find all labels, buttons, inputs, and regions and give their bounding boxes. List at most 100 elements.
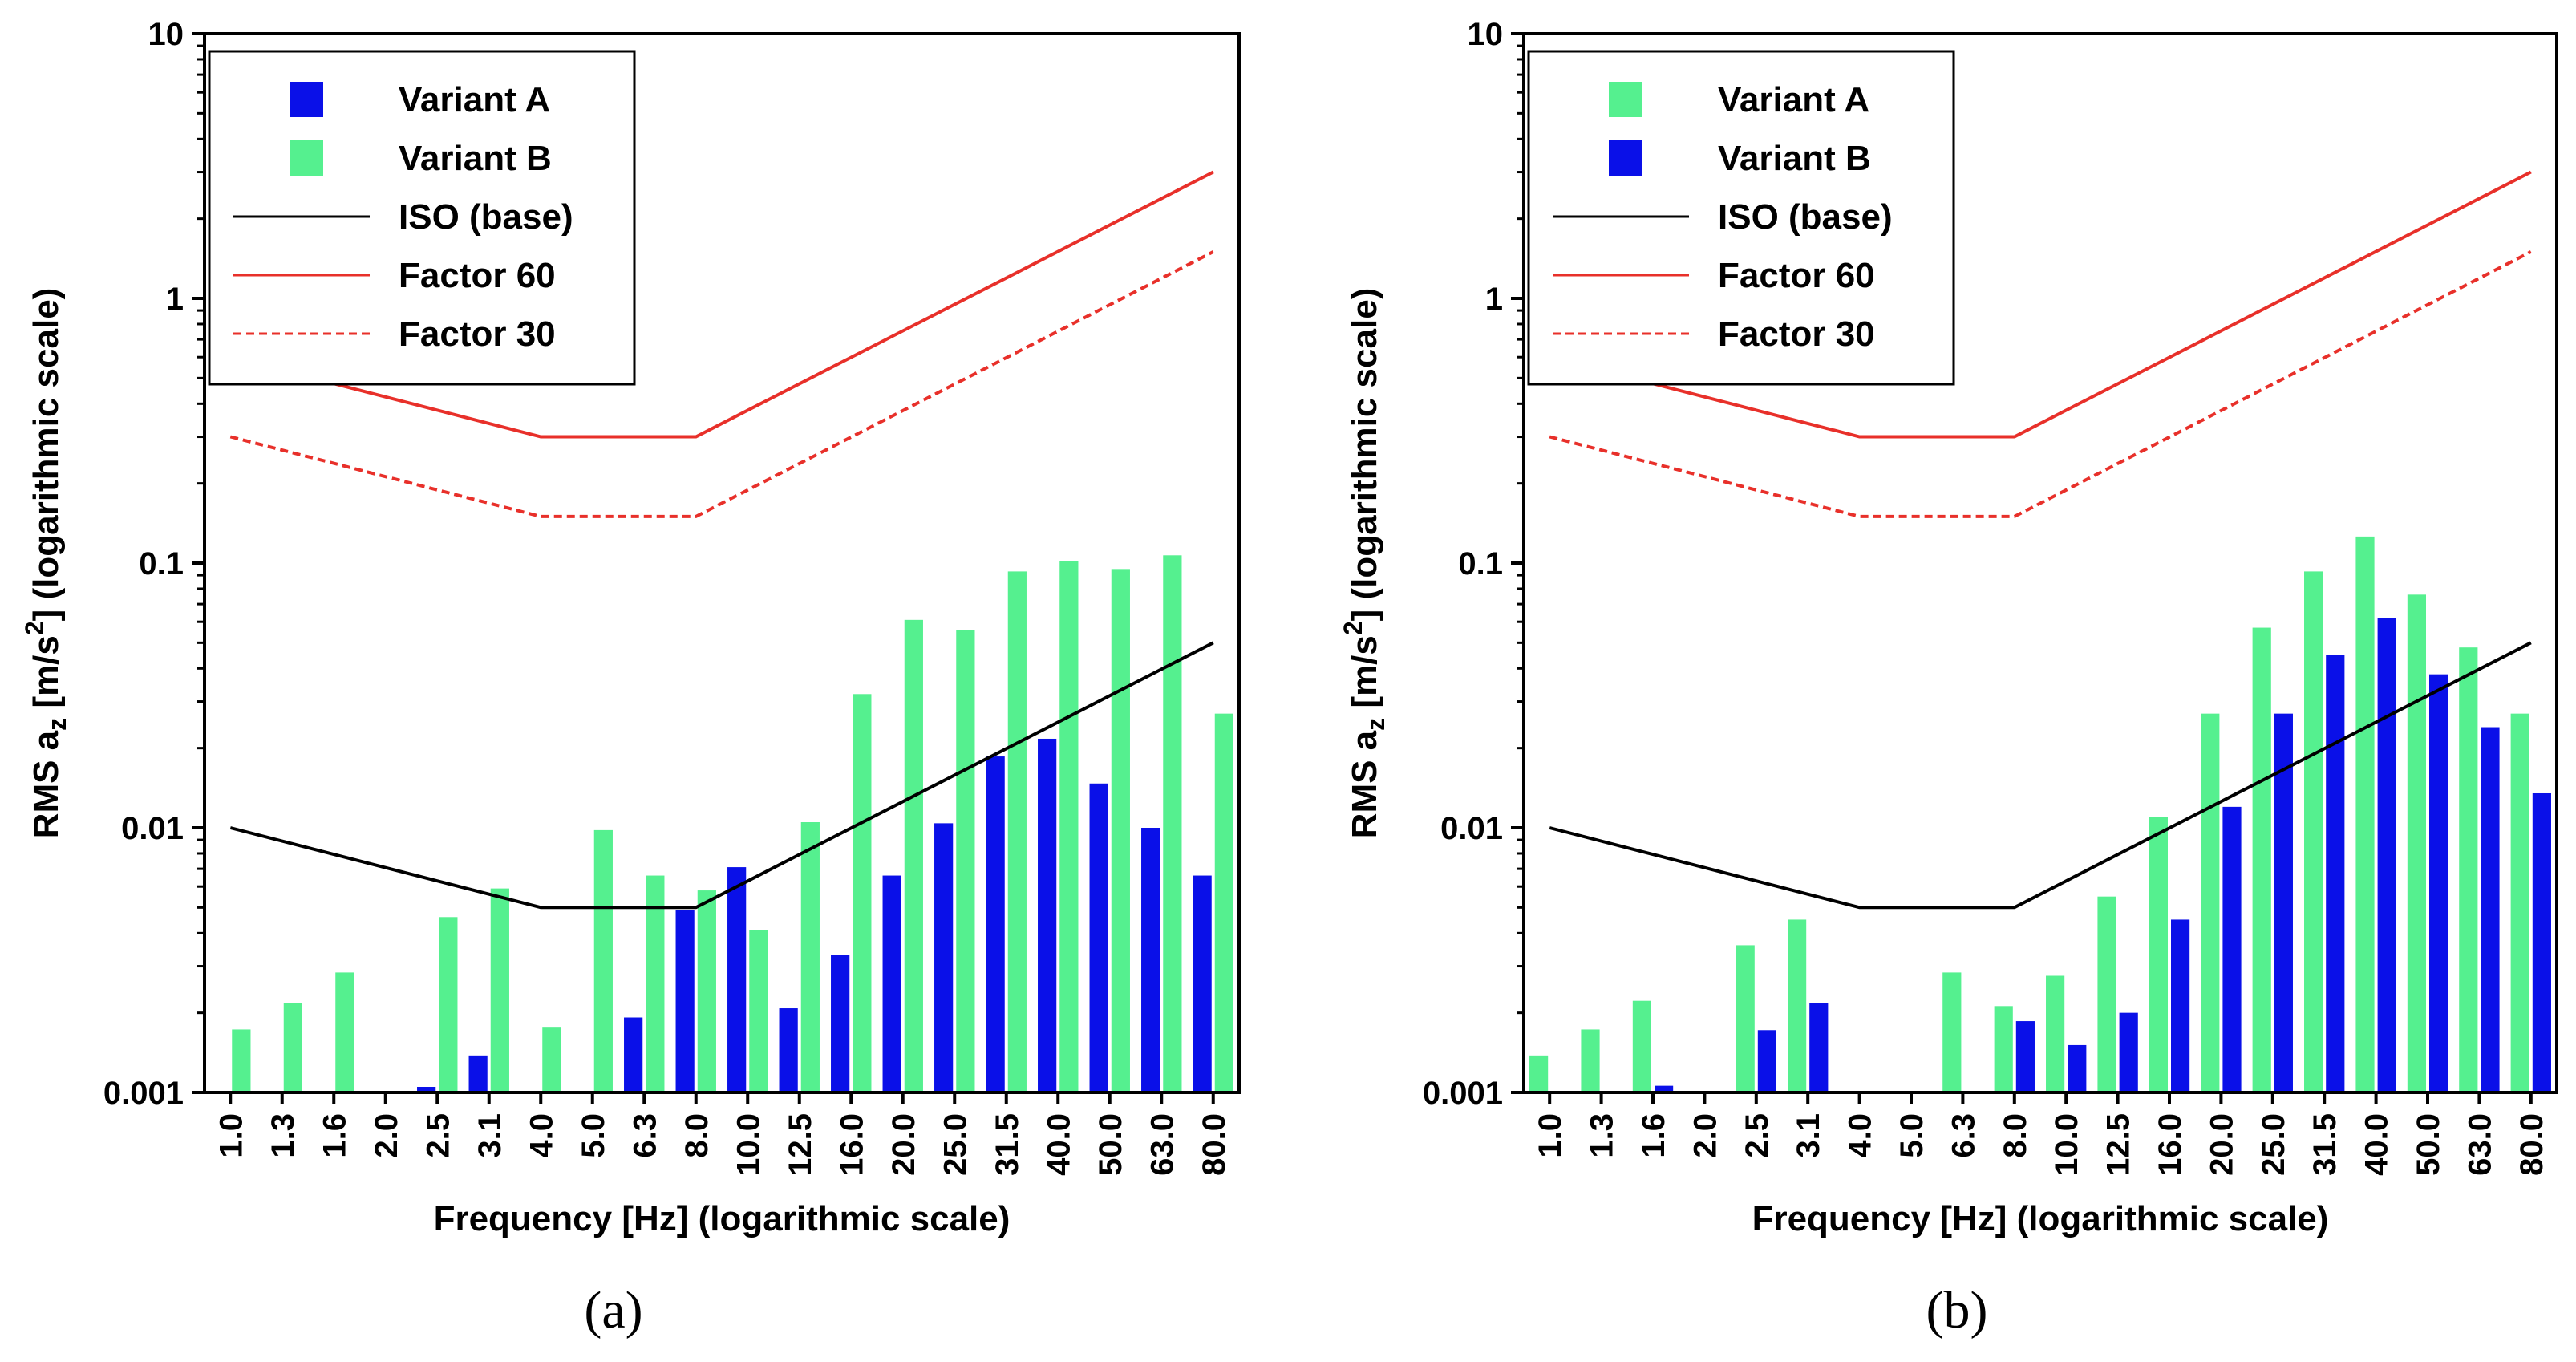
x-tick-label: 1.6 — [1636, 1113, 1671, 1158]
bar-variant-b-12.5 — [800, 822, 820, 1092]
x-tick-label: 10.0 — [731, 1113, 766, 1176]
bar-variant-b-3.1 — [1809, 1003, 1829, 1092]
legend-label: Variant A — [1718, 80, 1869, 120]
bar-variant-a-2.5 — [1736, 945, 1755, 1092]
legend-label: Variant A — [399, 80, 550, 120]
bar-variant-b-1.0 — [232, 1029, 251, 1092]
y-axis-label-tail: ] (logarithmic scale) — [26, 288, 66, 622]
x-tick-label: 16.0 — [834, 1113, 869, 1176]
bar-variant-b-20.0 — [904, 619, 923, 1092]
bar-variant-a-6.3 — [624, 1017, 643, 1092]
legend-item-factor-60: Factor 60 — [1553, 256, 1875, 295]
y-axis-label-sup: 2 — [1339, 621, 1367, 635]
y-axis-label-main: RMS a — [1345, 730, 1384, 838]
y-tick-label: 10 — [148, 17, 184, 52]
bar-variant-a-1.3 — [1581, 1029, 1600, 1092]
bar-variant-b-40.0 — [2377, 618, 2396, 1092]
bar-variant-b-8.0 — [697, 890, 716, 1092]
y-tick-label: 0.1 — [1458, 546, 1503, 582]
bar-variant-b-2.5 — [439, 917, 458, 1092]
y-tick-label: 0.01 — [121, 811, 184, 846]
bar-variant-b-2.5 — [1757, 1030, 1776, 1092]
bar-variant-a-8.0 — [675, 910, 695, 1092]
x-tick-label: 8.0 — [1998, 1113, 2033, 1158]
x-tick-label: 3.1 — [1791, 1113, 1826, 1158]
y-axis-label-main: RMS a — [26, 730, 66, 838]
bar-variant-a-63.0 — [1141, 828, 1160, 1092]
y-axis-label-sub: z — [1361, 718, 1390, 731]
bar-variant-a-50.0 — [2407, 594, 2426, 1092]
x-tick-label: 31.5 — [990, 1113, 1025, 1176]
x-tick-label: 2.5 — [420, 1113, 456, 1158]
bar-variant-b-63.0 — [1163, 555, 1182, 1092]
legend-label: ISO (base) — [1718, 197, 1893, 237]
x-tick-label: 1.3 — [265, 1113, 301, 1158]
chart-panel-a: 0.001 0.01 0.1 1 10 1.0 1.3 1.6 2.0 2.5 3.1 4.0 5.0 6… — [20, 17, 1241, 1340]
x-tick-label: 25.0 — [938, 1113, 973, 1176]
x-tick-label: 2.0 — [1687, 1113, 1723, 1158]
bar-variant-b-40.0 — [1059, 561, 1079, 1092]
line-iso-base- — [229, 641, 1214, 910]
legend-item-factor-30: Factor 30 — [1553, 314, 1875, 354]
x-tick-label: 2.0 — [369, 1113, 404, 1158]
bar-variant-a-63.0 — [2459, 647, 2478, 1092]
bar-variant-a-25.0 — [934, 823, 954, 1092]
x-tick-label: 6.3 — [627, 1113, 662, 1158]
x-tick-label: 4.0 — [1843, 1113, 1878, 1158]
legend-item-variant-a: Variant A — [290, 80, 550, 120]
bar-variant-a-1.6 — [1632, 1000, 1651, 1092]
bar-variant-b-25.0 — [956, 630, 975, 1092]
x-tick-label: 25.0 — [2256, 1113, 2291, 1176]
legend-item-variant-b: Variant B — [290, 139, 552, 178]
bar-variant-b-10.0 — [2068, 1044, 2087, 1092]
legend-item-factor-60: Factor 60 — [233, 256, 556, 295]
x-tick-label: 20.0 — [2204, 1113, 2239, 1176]
x-tick-label: 20.0 — [886, 1113, 921, 1176]
x-tick-label: 1.6 — [317, 1113, 352, 1158]
y-axis-label-sub: z — [43, 718, 71, 731]
x-tick-label: 5.0 — [1894, 1113, 1930, 1158]
y-axis-label-sup: 2 — [20, 621, 49, 635]
bar-variant-b-31.5 — [2326, 655, 2345, 1092]
x-tick-label: 1.0 — [213, 1113, 249, 1158]
bar-variant-a-50.0 — [1089, 783, 1108, 1092]
y-tick-label: 0.001 — [1423, 1076, 1503, 1111]
bar-variant-a-31.5 — [986, 756, 1005, 1092]
y-axis-label-tail: ] (logarithmic scale) — [1345, 288, 1384, 622]
chart-panel-b: 0.001 0.01 0.1 1 10 1.0 1.3 1.6 2.0 2.5 3.1 4.0 5.0 6… — [1339, 17, 2558, 1340]
legend-swatch — [290, 82, 323, 117]
legend-label: Variant B — [1718, 139, 1871, 178]
bar-variant-a-3.1 — [1788, 919, 1807, 1092]
y-tick-label: 10 — [1468, 17, 1504, 52]
bar-variant-a-16.0 — [2149, 817, 2168, 1092]
line-iso-base- — [1549, 641, 2532, 910]
legend-swatch — [290, 140, 323, 176]
legend-swatch — [1609, 140, 1642, 176]
bar-variant-a-3.1 — [468, 1055, 488, 1092]
bar-variant-b-6.3 — [646, 875, 665, 1092]
line-factor-30 — [1549, 250, 2532, 518]
panel-caption: (b) — [1926, 1281, 1988, 1340]
bar-variant-a-31.5 — [2304, 571, 2323, 1092]
bar-variant-b-5.0 — [593, 829, 613, 1092]
bar-variant-b-10.0 — [749, 930, 768, 1092]
bar-variant-b-63.0 — [2481, 727, 2500, 1092]
bar-variant-b-4.0 — [542, 1027, 561, 1092]
legend-label: Factor 30 — [1718, 314, 1875, 354]
bar-variant-b-1.3 — [283, 1003, 302, 1092]
bar-variant-a-40.0 — [2355, 536, 2375, 1092]
x-axis-label: Frequency [Hz] (logarithmic scale) — [1752, 1199, 2329, 1238]
y-axis-label-unit: [m/s — [1345, 635, 1384, 718]
bar-variant-a-20.0 — [2201, 713, 2220, 1092]
x-tick-label: 8.0 — [679, 1113, 715, 1158]
bar-variant-b-16.0 — [853, 694, 872, 1092]
x-tick-label: 12.5 — [783, 1113, 818, 1176]
legend-item-factor-30: Factor 30 — [233, 314, 556, 354]
legend-label: Factor 60 — [1718, 256, 1875, 295]
line-factor-30 — [229, 250, 1214, 518]
bar-variant-a-20.0 — [882, 875, 901, 1092]
bar-variant-a-40.0 — [1038, 738, 1057, 1092]
x-tick-label: 40.0 — [2359, 1113, 2395, 1176]
x-tick-label: 16.0 — [2153, 1113, 2188, 1176]
x-tick-label: 10.0 — [2049, 1113, 2084, 1176]
